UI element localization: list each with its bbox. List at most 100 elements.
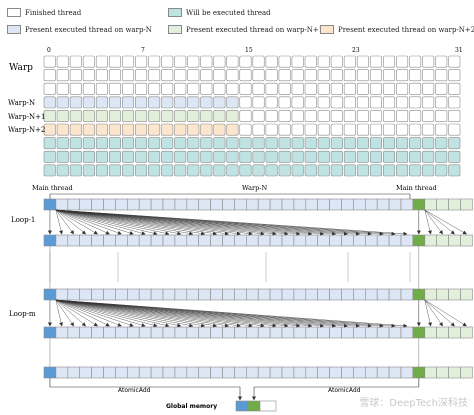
loop1-left-arrow: [55, 209, 206, 236]
strip-1-extra-cell: [460, 234, 473, 247]
strip-2-cell: [127, 288, 140, 301]
grid-cell-r2: [422, 82, 435, 95]
grid-cell-r0: [187, 55, 200, 68]
grid-cell-r4: [161, 110, 174, 122]
strip-3-cell: [281, 326, 295, 339]
strip-3-cell: [138, 326, 152, 339]
grid-cell-r6: [265, 137, 278, 150]
tick-label-7: 7: [141, 47, 145, 54]
grid-cell-r1: [200, 69, 213, 82]
global-memory-label: Global memory: [166, 403, 217, 410]
loopm-left-arrow: [55, 299, 182, 328]
strip-1-cell: [269, 234, 283, 247]
grid-cell-r2: [56, 82, 69, 95]
grid-cell-r2: [239, 82, 252, 95]
strip-2-cell: [353, 288, 366, 301]
grid-cell-r8: [396, 164, 409, 177]
grid-cell-r8: [200, 164, 213, 177]
grid-cell-r1: [239, 69, 252, 82]
strip-1-cell: [388, 234, 402, 247]
grid-cell-r1: [226, 69, 239, 82]
strip-4-cell: [269, 366, 283, 379]
grid-cell-r7: [95, 150, 108, 163]
strip-1-cell: [43, 234, 57, 247]
strip-4-cell: [55, 366, 69, 379]
strip-0-cell: [257, 198, 271, 211]
strip-4-cell: [103, 366, 116, 379]
grid-cell-r8: [148, 164, 161, 177]
grid-cell-r6: [435, 137, 448, 150]
strip-0-cell: [162, 198, 176, 211]
strip-0-cell: [305, 198, 318, 211]
global-memory-empty: [259, 400, 277, 412]
strip-3-cell: [186, 326, 200, 339]
grid-cell-r7: [265, 150, 278, 163]
warp-label: Warp: [9, 63, 33, 73]
grid-cell-r3: [69, 96, 82, 109]
strip-0-cell: [246, 198, 259, 211]
grid-cell-r5: [161, 123, 174, 136]
grid-cell-r3: [200, 96, 213, 109]
strip-2-cell: [138, 288, 152, 301]
grid-cell-r8: [82, 164, 95, 177]
loop1-left-arrow: [55, 209, 182, 236]
grid-cell-r4: [69, 110, 82, 122]
strip-0-cell: [341, 198, 354, 211]
grid-cell-r7: [122, 150, 135, 163]
grid-cell-r0: [252, 55, 265, 68]
grid-cell-r2: [108, 82, 121, 95]
grid-cell-r2: [213, 82, 226, 95]
loop-m-label: Loop-m: [9, 310, 36, 318]
grid-cell-r6: [343, 137, 356, 150]
grid-cell-r8: [252, 164, 265, 177]
warp-grid: [43, 55, 461, 177]
strip-4-cell: [305, 366, 318, 379]
grid-cell-r2: [409, 82, 422, 95]
strip-4-cell: [329, 366, 342, 379]
loopm-left-arrow: [55, 299, 158, 328]
legend-label-finished: Finished thread: [25, 8, 82, 17]
strip-1-extra-cell: [436, 234, 449, 247]
strip-0-cell: [115, 198, 128, 211]
grid-cell-r6: [56, 137, 69, 150]
strip-2-cell: [174, 288, 188, 301]
grid-cell-r7: [174, 150, 187, 163]
grid-cell-r0: [239, 55, 252, 68]
grid-cell-r5: [265, 123, 278, 136]
loop1-left-arrow: [55, 209, 194, 236]
grid-cell-r0: [356, 55, 369, 68]
loopm-left-arrow: [55, 299, 265, 328]
grid-cell-r3: [317, 96, 330, 109]
strip-4-extra-cell: [436, 366, 449, 379]
grid-cell-r5: [435, 123, 448, 136]
loopm-left-arrow: [55, 299, 110, 327]
strip-0-cell: [293, 198, 307, 211]
grid-cell-r8: [95, 164, 108, 177]
grid-cell-r6: [252, 137, 265, 150]
grid-cell-r4: [278, 110, 291, 122]
strip-2-cell: [305, 288, 318, 301]
strip-3-cell: [376, 326, 390, 339]
strip-0-cell: [400, 198, 414, 211]
grid-cell-r1: [174, 69, 187, 82]
strip-0-extra-cell: [448, 198, 461, 211]
strip-3-cell: [198, 326, 211, 339]
strip-3-cell: [67, 326, 81, 339]
grid-cell-r7: [43, 150, 56, 163]
grid-cell-r3: [422, 96, 435, 109]
atomic-add-label-right: AtomicAdd: [328, 387, 361, 394]
strip-2-cell: [257, 288, 271, 301]
loop1-left-arrow: [55, 209, 277, 236]
grid-cell-r4: [448, 110, 461, 122]
grid-cell-r0: [448, 55, 461, 68]
grid-cell-r6: [304, 137, 317, 150]
strip-4-cell: [67, 366, 81, 379]
grid-cell-r1: [213, 69, 226, 82]
strip-4-cell: [127, 366, 140, 379]
strip-3-cell: [91, 326, 104, 339]
grid-cell-r8: [382, 164, 396, 177]
strip-4-cell: [43, 366, 57, 379]
grid-cell-r8: [369, 164, 382, 177]
grid-cell-r1: [435, 69, 448, 82]
grid-cell-r7: [108, 150, 121, 163]
